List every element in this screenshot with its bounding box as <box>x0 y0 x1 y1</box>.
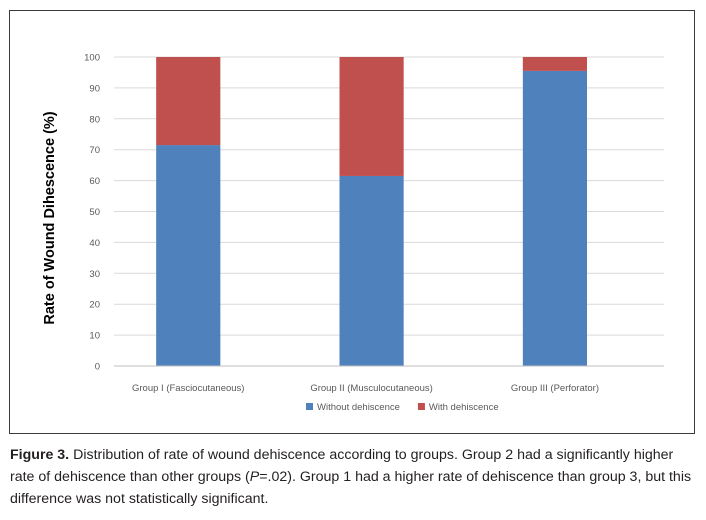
y-tick-label: 50 <box>89 207 100 218</box>
legend-label-with: With dehiscence <box>429 402 499 413</box>
bar-with-dehiscence-group-1 <box>156 57 221 146</box>
x-axis-labels: Group I (Fasciocutaneous) Group II (Muscu… <box>132 383 599 394</box>
stacked-bar-chart: 0 10 20 30 40 50 60 70 80 90 100 Group I (Fasciocu… <box>42 53 664 413</box>
caption-label: Figure 3. <box>10 447 70 463</box>
x-tick-label: Group II (Musculocutaneous) <box>310 383 433 394</box>
y-tick-label: 90 <box>89 83 100 94</box>
figure-caption: Figure 3. Distribution of rate of wound … <box>10 444 700 510</box>
y-tick-label: 10 <box>89 331 100 342</box>
legend: Without dehiscence With dehiscence <box>306 402 499 413</box>
y-tick-label: 80 <box>89 114 100 125</box>
y-axis-ticks: 0 10 20 30 40 50 60 70 80 90 100 <box>84 53 100 373</box>
y-tick-label: 70 <box>89 145 100 156</box>
y-tick-label: 0 <box>95 362 100 373</box>
bar-without-dehiscence-group-1 <box>156 145 221 366</box>
bar-with-dehiscence-group-2 <box>339 57 404 176</box>
bar-without-dehiscence-group-2 <box>339 175 404 366</box>
legend-label-without: Without dehiscence <box>317 402 400 413</box>
chart-frame: 0 10 20 30 40 50 60 70 80 90 100 Group I (Fasciocu… <box>9 10 695 434</box>
x-tick-label: Group III (Perforator) <box>511 383 599 394</box>
y-tick-label: 60 <box>89 176 100 187</box>
caption-text-before: Distribution of rate of wound dehiscence… <box>10 447 674 485</box>
y-tick-label: 20 <box>89 300 100 311</box>
bars <box>156 57 587 366</box>
caption-p-symbol: P <box>249 469 260 485</box>
y-tick-label: 100 <box>84 53 100 64</box>
y-axis-title: Rate of Wound Dihescence (%) <box>42 111 58 324</box>
legend-swatch-without <box>306 403 313 410</box>
legend-swatch-with <box>417 403 425 410</box>
bar-without-dehiscence-group-3 <box>522 70 587 366</box>
bar-with-dehiscence-group-3 <box>522 57 587 71</box>
y-tick-label: 40 <box>89 238 100 249</box>
caption-text-after: ). Group 1 had a higher rate of dehiscen… <box>10 469 692 507</box>
caption-p-value: =.02 <box>259 469 288 485</box>
x-tick-label: Group I (Fasciocutaneous) <box>132 383 244 394</box>
y-tick-label: 30 <box>89 269 100 280</box>
